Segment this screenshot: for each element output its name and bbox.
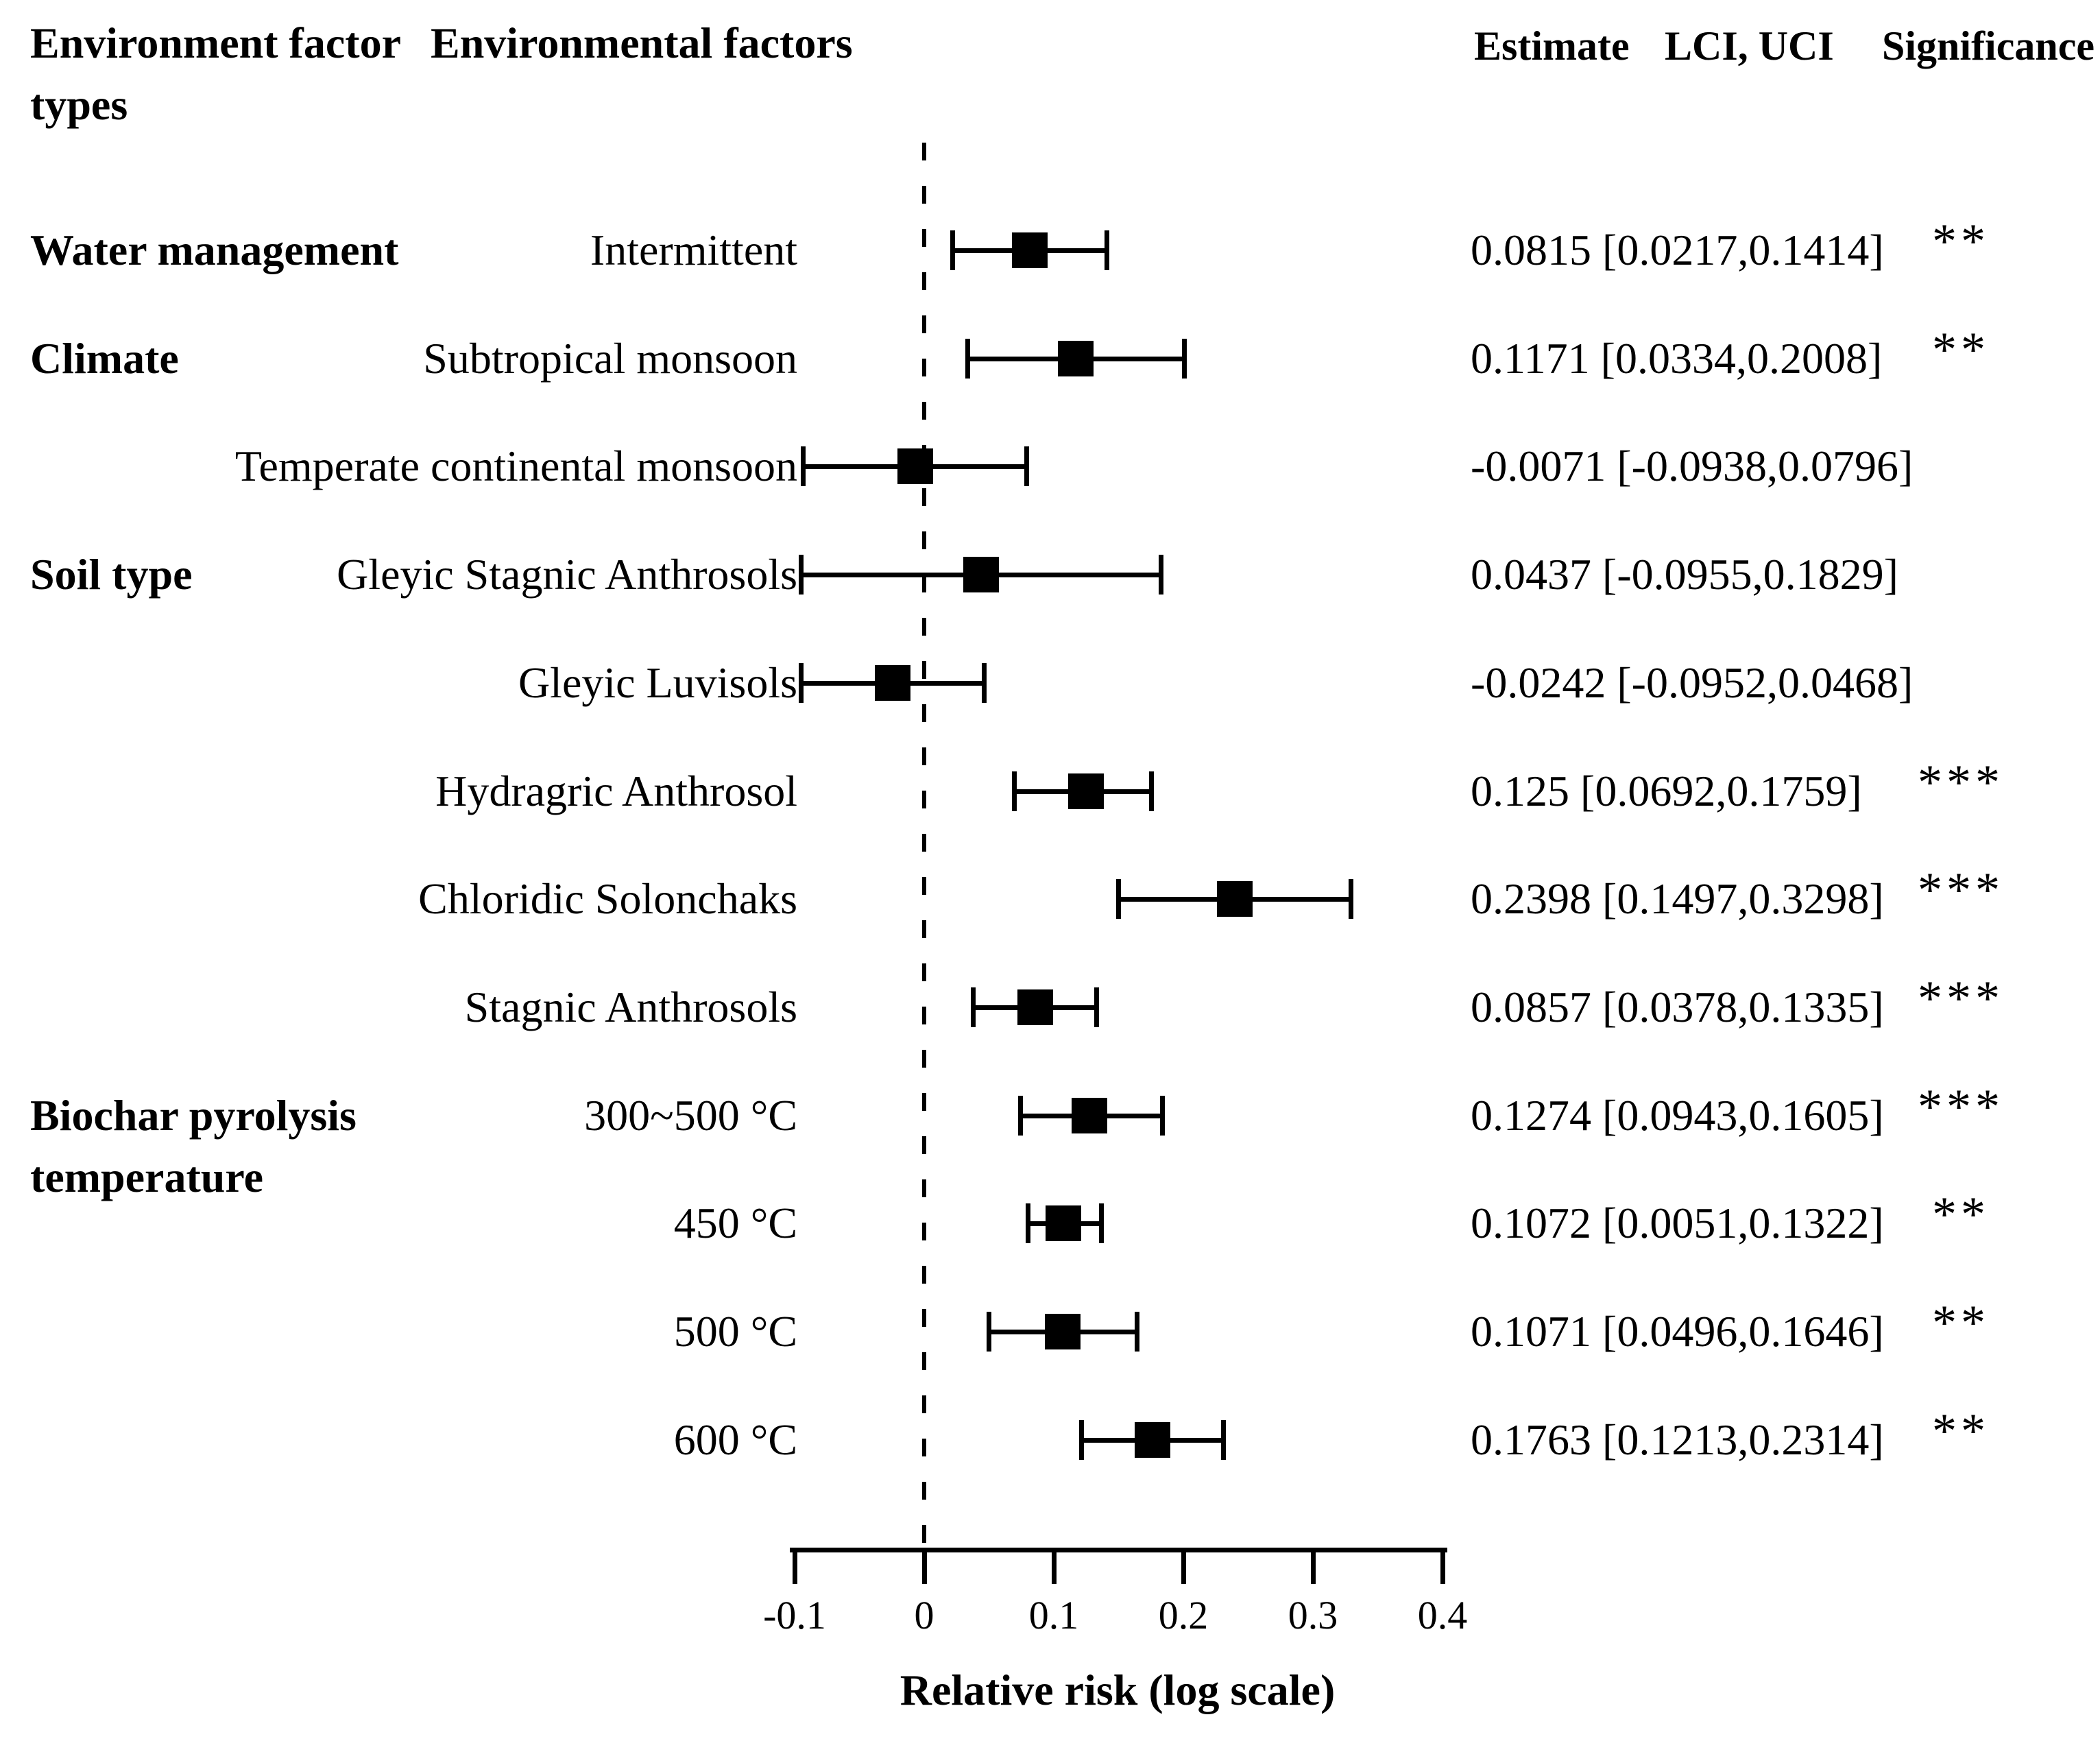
error-bar-cap-right [1099, 1203, 1104, 1243]
row-factor-label: Gleyic Luvisols [518, 658, 797, 707]
error-bar-cap-right [1105, 230, 1109, 270]
significance-stars: ** [1932, 1404, 1990, 1458]
x-tick-mark [1052, 1548, 1057, 1584]
x-tick-mark [1440, 1548, 1445, 1584]
row-factor-label: Intermittent [590, 226, 797, 274]
row-factor-label: Subtropical monsoon [423, 334, 797, 383]
row-estimate-text: 0.1274 [0.0943,0.1605] [1471, 1091, 1884, 1140]
point-estimate-marker [1046, 1205, 1081, 1241]
error-bar-cap-left [971, 987, 976, 1027]
row-factor-label: Chloridic Solonchaks [418, 874, 797, 923]
x-tick-label: -0.1 [763, 1593, 826, 1637]
point-estimate-marker [875, 665, 910, 701]
error-bar-cap-right [982, 663, 987, 703]
x-tick-mark [1181, 1548, 1186, 1584]
error-bar-cap-left [1079, 1420, 1084, 1460]
x-tick-label: 0.4 [1417, 1593, 1468, 1637]
row-estimate-text: -0.0242 [-0.0952,0.0468] [1471, 658, 1914, 707]
row-factor-label: Hydragric Anthrosol [435, 767, 797, 815]
error-bar-cap-right [1159, 555, 1163, 595]
point-estimate-marker [1068, 773, 1104, 809]
x-tick-mark [793, 1548, 797, 1584]
significance-stars: *** [1918, 1079, 2004, 1134]
error-bar-cap-right [1135, 1312, 1139, 1352]
row-estimate-text: -0.0071 [-0.0938,0.0796] [1471, 442, 1914, 490]
point-estimate-marker [897, 448, 933, 484]
row-estimate-text: 0.1171 [0.0334,0.2008] [1471, 334, 1883, 383]
header-estimate: Estimate [1474, 23, 1630, 69]
x-tick-label: 0 [914, 1593, 934, 1637]
row-estimate-text: 0.1072 [0.0051,0.1322] [1471, 1199, 1884, 1247]
error-bar-cap-left [1018, 1096, 1023, 1136]
error-bar-cap-right [1182, 339, 1187, 379]
row-factor-label: 300~500 °C [584, 1091, 797, 1140]
error-bar-cap-right [1149, 771, 1154, 811]
point-estimate-marker [1012, 232, 1048, 268]
error-bar-cap-left [987, 1312, 991, 1352]
x-axis-title: Relative risk (log scale) [900, 1666, 1336, 1714]
significance-stars: ** [1932, 322, 1990, 377]
point-estimate-marker [963, 557, 999, 592]
error-bar-cap-right [1221, 1420, 1226, 1460]
row-group-label: Soil type [30, 550, 193, 599]
header-group-column: Environment factor types [30, 19, 401, 129]
error-bar-cap-left [799, 663, 804, 703]
row-factor-label: Stagnic Anthrosols [464, 983, 797, 1031]
x-tick-label: 0.1 [1028, 1593, 1079, 1637]
row-factor-label: Temperate continental monsoon [234, 442, 797, 490]
error-bar-cap-left [965, 339, 970, 379]
row-group-label: Water management [30, 226, 399, 274]
row-factor-label: Gleyic Stagnic Anthrosols [337, 550, 797, 599]
point-estimate-marker [1045, 1314, 1081, 1349]
row-estimate-text: 0.0815 [0.0217,0.1414] [1471, 226, 1884, 274]
point-estimate-marker [1072, 1098, 1107, 1133]
significance-stars: *** [1918, 863, 2004, 917]
significance-stars: *** [1918, 971, 2004, 1026]
error-bar-cap-left [1012, 771, 1017, 811]
point-estimate-marker [1017, 989, 1053, 1025]
zero-reference-dashed-line [922, 143, 926, 1550]
error-bar-cap-left [799, 555, 804, 595]
error-bar-cap-left [801, 446, 806, 486]
error-bar-cap-left [1116, 879, 1121, 919]
header-factor-column: Environmental factors [431, 19, 853, 67]
significance-stars: ** [1932, 1187, 1990, 1242]
x-tick-mark [1311, 1548, 1316, 1584]
row-group-label: Climate [30, 334, 179, 383]
significance-stars: ** [1932, 214, 1990, 269]
row-estimate-text: 0.0857 [0.0378,0.1335] [1471, 983, 1884, 1031]
row-factor-label: 600 °C [673, 1415, 797, 1464]
row-factor-label: 500 °C [673, 1307, 797, 1356]
x-tick-label: 0.2 [1158, 1593, 1209, 1637]
header-ci: LCI, UCI [1665, 23, 1834, 69]
error-bar-cap-right [1349, 879, 1353, 919]
x-tick-label: 0.3 [1288, 1593, 1338, 1637]
error-bar-cap-left [1026, 1203, 1030, 1243]
point-estimate-marker [1135, 1422, 1170, 1458]
header-significance: Significance [1882, 23, 2095, 69]
significance-stars: *** [1918, 755, 2004, 810]
point-estimate-marker [1217, 881, 1253, 917]
significance-stars: ** [1932, 1295, 1990, 1350]
error-bar-cap-right [1160, 1096, 1165, 1136]
error-bar-cap-right [1094, 987, 1099, 1027]
row-group-label: Biochar pyrolysis temperature [30, 1091, 357, 1201]
row-estimate-text: 0.2398 [0.1497,0.3298] [1471, 874, 1884, 923]
row-estimate-text: 0.1763 [0.1213,0.2314] [1471, 1415, 1884, 1464]
x-tick-mark [922, 1548, 927, 1584]
row-estimate-text: 0.1071 [0.0496,0.1646] [1471, 1307, 1884, 1356]
x-axis-line [790, 1548, 1447, 1552]
point-estimate-marker [1058, 341, 1094, 376]
error-bar-cap-left [950, 230, 955, 270]
error-bar-cap-right [1024, 446, 1029, 486]
row-factor-label: 450 °C [673, 1199, 797, 1247]
row-estimate-text: 0.0437 [-0.0955,0.1829] [1471, 550, 1898, 599]
row-estimate-text: 0.125 [0.0692,0.1759] [1471, 767, 1862, 815]
